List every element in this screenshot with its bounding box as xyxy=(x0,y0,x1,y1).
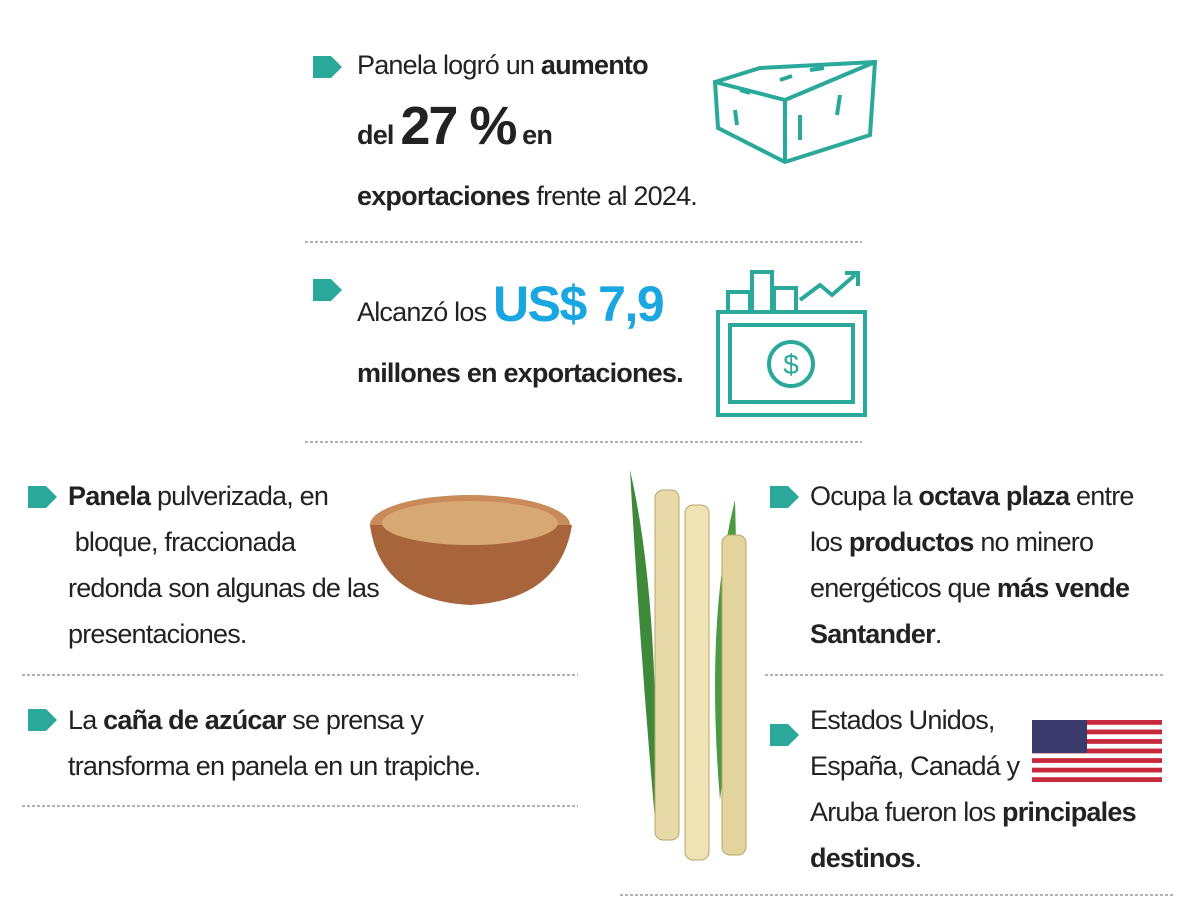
usa-flag-icon xyxy=(1032,720,1162,782)
money-icon: $ xyxy=(716,270,867,417)
text-run: los xyxy=(810,527,849,557)
text-run: más vende xyxy=(996,573,1130,603)
flag-stripe xyxy=(1032,767,1162,773)
text-run: . xyxy=(934,619,942,649)
text-run: octava plaza xyxy=(918,481,1070,511)
text-line: Estados Unidos, xyxy=(810,697,1136,743)
text-line: España, Canadá y xyxy=(810,743,1136,789)
text-block: Panela logró un aumento del 27 % en export… xyxy=(357,42,698,219)
panela-block-icon xyxy=(712,59,878,165)
bullet xyxy=(313,56,342,78)
text-run: principales xyxy=(1002,797,1137,827)
bowl-icon xyxy=(370,495,572,605)
text-line: Panela pulverizada, en xyxy=(68,473,379,519)
text-run: España, Canadá y xyxy=(810,751,1020,781)
text-block: Estados Unidos, España, Canadá y Aruba fue… xyxy=(810,697,1137,881)
flag-stripe xyxy=(1032,777,1162,782)
flag-stripe xyxy=(1032,758,1162,763)
text-block: Alcanzó los US$ 7,9 millones en exportaci… xyxy=(357,266,684,396)
text-line: Alcanzó los US$ 7,9 xyxy=(357,266,683,350)
bullet xyxy=(28,709,57,731)
text-run: . xyxy=(914,843,922,873)
text-run: caña de azúcar xyxy=(103,705,286,735)
text-block: Panela pulverizada, en bloque, fracciona… xyxy=(68,473,380,657)
bullet xyxy=(770,724,799,746)
text-line: Santander. xyxy=(810,611,1134,657)
text-line: energéticos que más vende xyxy=(810,565,1134,611)
text-run: redonda son algunas de las xyxy=(68,573,380,603)
text-line: La caña de azúcar se prensa y xyxy=(68,697,480,743)
text-run: millones en exportaciones. xyxy=(357,358,684,388)
icons: $ xyxy=(712,59,878,417)
text-run: productos xyxy=(848,527,975,557)
text-block: La caña de azúcar se prensa y transforma … xyxy=(68,697,481,789)
text-line: Panela logró un aumento xyxy=(357,42,697,88)
text-run: Santander xyxy=(810,619,936,649)
text-run: del xyxy=(357,120,401,150)
text-run: Ocupa la xyxy=(810,481,919,511)
text-run: aumento xyxy=(540,50,649,80)
text-run: Estados Unidos, xyxy=(810,705,995,735)
text-run: La xyxy=(68,705,104,735)
text-run: se prensa y xyxy=(285,705,424,735)
text-run: bloque, fraccionada xyxy=(68,527,296,557)
text-line: transforma en panela en un trapiche. xyxy=(68,743,481,789)
text-line: bloque, fraccionada xyxy=(68,519,379,565)
text-line: del 27 % en xyxy=(357,88,697,173)
sugarcane-icon xyxy=(630,470,747,861)
text-run: Panela xyxy=(68,481,151,511)
text-line: destinos. xyxy=(810,835,1136,881)
text-run: Panela logró un xyxy=(357,50,541,80)
text-line: los productos no minero xyxy=(810,519,1134,565)
text-run: exportaciones xyxy=(357,181,530,211)
text-run: no minero xyxy=(973,527,1094,557)
bullets xyxy=(28,56,799,746)
dollar-sign: $ xyxy=(783,349,799,380)
text-run: Alcanzó los xyxy=(357,297,493,327)
flag-stripe xyxy=(1032,729,1162,735)
bullet xyxy=(313,279,342,301)
text-line: Ocupa la octava plaza entre xyxy=(810,473,1134,519)
text-run: entre xyxy=(1069,481,1134,511)
flag-stripe xyxy=(1032,720,1162,725)
text-run: US$ 7,9 xyxy=(492,276,665,332)
text-line: Aruba fueron los principales xyxy=(810,789,1137,835)
flag-stripe xyxy=(1032,748,1162,754)
text-run: pulverizada, en xyxy=(150,481,329,511)
bullet xyxy=(770,486,799,508)
text-line: millones en exportaciones. xyxy=(357,350,684,396)
text-run: destinos xyxy=(810,843,915,873)
text-line: presentaciones. xyxy=(68,611,379,657)
text-block: Ocupa la octava plaza entre los productos… xyxy=(810,473,1134,657)
flag-stripe xyxy=(1032,739,1162,744)
bullet xyxy=(28,486,57,508)
text-run: en xyxy=(515,120,553,150)
text-run: transforma en panela en un trapiche. xyxy=(68,751,481,781)
text-run: frente al 2024. xyxy=(529,181,697,211)
text-run: presentaciones. xyxy=(68,619,247,649)
text-line: exportaciones frente al 2024. xyxy=(357,173,698,219)
text-run: 27 % xyxy=(400,96,517,156)
text-run: Aruba fueron los xyxy=(810,797,1003,827)
text-line: redonda son algunas de las xyxy=(68,565,380,611)
text-run: energéticos que xyxy=(810,573,997,603)
